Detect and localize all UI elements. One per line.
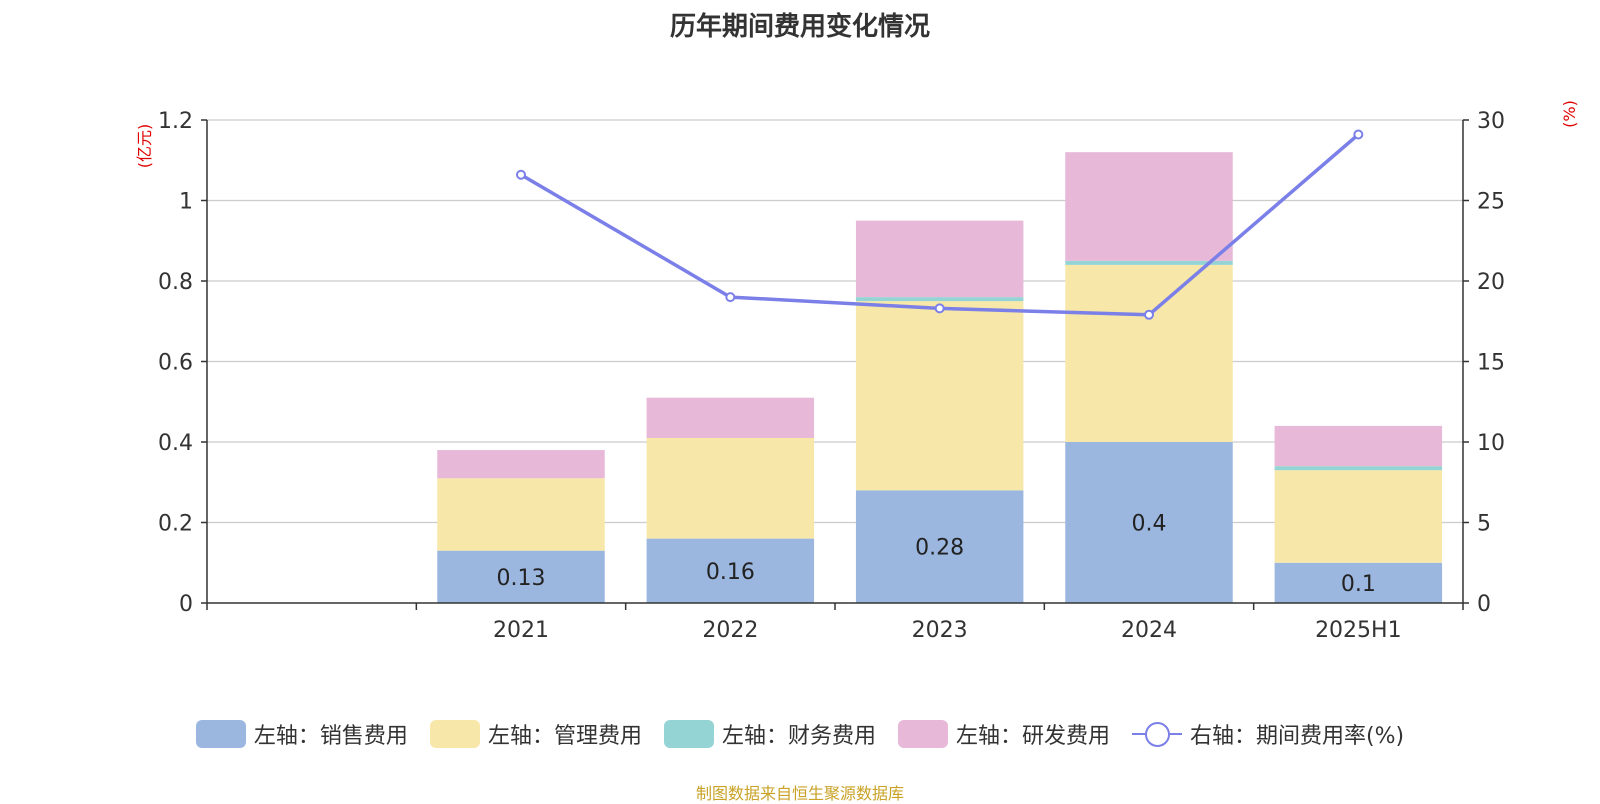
right-tick-label: 25 <box>1477 190 1505 215</box>
rate-point <box>725 292 736 303</box>
x-tick-label: 2022 <box>702 618 758 643</box>
rate-line-layer <box>516 129 1364 320</box>
x-tick-label: 2024 <box>1121 618 1177 643</box>
right-tick-label: 10 <box>1477 431 1505 456</box>
right-tick-label: 0 <box>1477 592 1491 617</box>
legend-label: 左轴：研发费用 <box>955 724 1110 749</box>
legend-swatch <box>897 720 948 748</box>
bar-segment-1 <box>437 550 605 603</box>
legend-item-2[interactable]: 左轴：管理费用 <box>429 718 642 750</box>
bar-segment-2 <box>1274 470 1443 563</box>
grid-lines <box>207 119 1463 524</box>
bar-segment-2 <box>646 437 815 539</box>
right-tick-label: 30 <box>1477 109 1505 134</box>
bar-layer <box>437 152 1443 603</box>
left-tick-label: 0.8 <box>158 270 193 295</box>
left-tick-label: 1.2 <box>158 109 193 134</box>
chart-plot: 0 0.2 0.4 0.6 0.8 1 1.2 0 5 10 15 20 25 30 2021 2022 202… <box>135 100 1579 643</box>
right-tick-label: 5 <box>1477 512 1491 537</box>
x-tick-label: 2021 <box>493 618 549 643</box>
bar-segment-1 <box>1274 562 1443 603</box>
bar-segment-4 <box>437 450 605 479</box>
data-labels: 0.13 0.16 0.28 0.4 0.1 <box>497 512 1376 597</box>
left-tick-label: 0 <box>179 592 193 617</box>
left-tick-label: 1 <box>179 190 193 215</box>
bar-segment-2 <box>437 478 605 551</box>
legend-swatch <box>195 720 246 748</box>
left-axis-unit-label: (亿元) <box>135 124 154 169</box>
legend-swatch <box>1131 720 1182 748</box>
bar-segment-1 <box>855 490 1024 603</box>
bar-value-label: 0.13 <box>497 566 546 591</box>
bar-segment-3 <box>1274 466 1443 471</box>
bar-value-label: 0.4 <box>1132 512 1167 537</box>
legend-item-5[interactable]: 右轴：期间费用率(%) <box>1131 718 1405 750</box>
right-tick-label: 20 <box>1477 270 1505 295</box>
rate-point <box>1353 129 1364 140</box>
left-tick-label: 0.2 <box>158 512 193 537</box>
left-tick-label: 0.6 <box>158 351 193 376</box>
bar-value-label: 0.28 <box>915 536 964 561</box>
axes: 0 0.2 0.4 0.6 0.8 1 1.2 0 5 10 15 20 25 30 2021 2022 202… <box>135 100 1579 643</box>
bar-segment-4 <box>1274 425 1443 467</box>
bar-value-label: 0.1 <box>1341 572 1376 597</box>
legend-item-1[interactable]: 左轴：销售费用 <box>195 718 408 750</box>
legend: 左轴：销售费用 左轴：管理费用 左轴：财务费用 左轴：研发费用 右轴：期间费用率(%) <box>0 718 1600 750</box>
bar-segment-4 <box>855 220 1024 298</box>
legend-label: 左轴：财务费用 <box>721 724 876 749</box>
legend-label: 左轴：管理费用 <box>487 724 642 749</box>
left-tick-label: 0.4 <box>158 431 193 456</box>
chart-title: 历年期间费用变化情况 <box>669 12 930 42</box>
legend-label: 左轴：销售费用 <box>253 724 408 749</box>
bar-value-label: 0.16 <box>706 560 755 585</box>
rate-point <box>516 169 526 180</box>
rate-point <box>934 303 945 314</box>
bar-segment-4 <box>646 397 815 438</box>
rate-point <box>1144 309 1154 320</box>
bar-segment-1 <box>646 538 815 603</box>
bar-segment-3 <box>1065 260 1233 265</box>
legend-swatch <box>429 720 480 748</box>
bar-segment-2 <box>1065 264 1233 442</box>
source-note: 制图数据来自恒生聚源数据库 <box>695 784 904 803</box>
legend-label: 右轴：期间费用率(%) <box>1189 724 1405 749</box>
legend-item-4[interactable]: 左轴：研发费用 <box>897 718 1110 750</box>
bar-segment-4 <box>1065 152 1233 261</box>
bar-segment-3 <box>855 297 1024 302</box>
bar-segment-1 <box>1065 442 1233 603</box>
x-tick-label: 2025H1 <box>1315 618 1402 643</box>
bar-segment-2 <box>855 301 1024 491</box>
legend-swatch <box>663 720 714 748</box>
right-axis-unit-label: (%) <box>1560 100 1579 128</box>
x-tick-label: 2023 <box>912 618 968 643</box>
right-tick-label: 15 <box>1477 351 1505 376</box>
legend-item-3[interactable]: 左轴：财务费用 <box>663 718 876 750</box>
